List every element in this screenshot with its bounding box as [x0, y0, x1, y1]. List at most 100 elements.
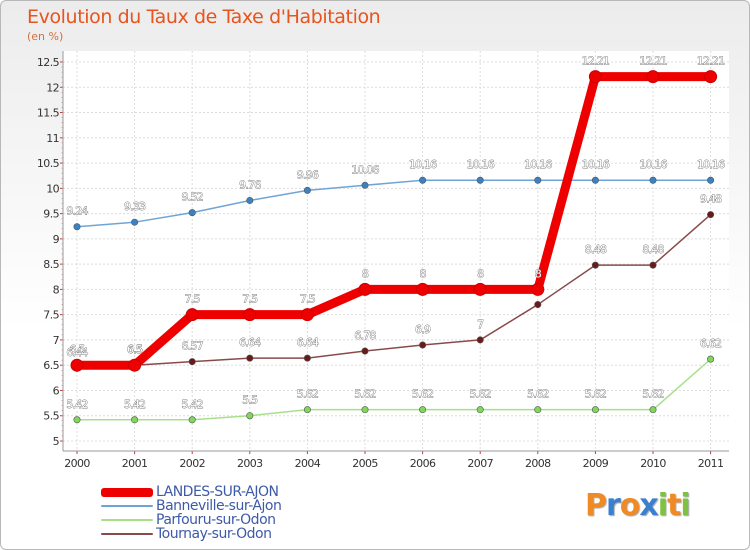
chart-title: Evolution du Taux de Taxe d'Habitation: [27, 6, 381, 28]
data-label: 9.33: [124, 200, 146, 213]
logo-letter: t: [667, 488, 681, 523]
data-point: [188, 416, 196, 424]
data-label: 9.24: [66, 205, 88, 218]
data-label: 6.5: [69, 343, 85, 356]
data-point: [361, 406, 369, 414]
y-tick-label: 6.5: [43, 359, 59, 372]
data-label: 12.21: [582, 55, 610, 68]
y-tick-label: 7: [53, 334, 60, 347]
y-tick-label: 11: [46, 132, 59, 145]
data-point: [73, 416, 81, 424]
data-point: [649, 261, 657, 269]
data-point: [534, 301, 542, 309]
legend-label: Parfouru-sur-Odon: [156, 512, 276, 528]
data-point: [246, 196, 254, 204]
data-label: 6.64: [239, 336, 261, 349]
data-label: 6.9: [415, 323, 431, 336]
data-point: [419, 406, 427, 414]
data-label: 6.5: [127, 343, 143, 356]
x-tick-label: 2005: [352, 457, 378, 470]
data-point: [246, 354, 254, 362]
y-tick-label: 11.5: [37, 107, 60, 120]
data-label: 7.5: [242, 293, 258, 306]
data-label: 5.62: [585, 388, 606, 401]
data-point: [416, 282, 430, 296]
data-point: [476, 406, 484, 414]
data-point: [246, 412, 254, 420]
data-point: [128, 358, 142, 372]
data-point: [70, 358, 84, 372]
data-label: 12.21: [639, 55, 667, 68]
data-label: 6.78: [354, 329, 376, 342]
data-point: [591, 261, 599, 269]
data-label: 5.62: [412, 388, 433, 401]
data-label: 9.48: [700, 193, 722, 206]
chart-subtitle: (en %): [27, 30, 64, 43]
data-point: [649, 176, 657, 184]
series-line: [72, 72, 716, 370]
logo-letter: x: [639, 488, 658, 523]
data-point: [188, 358, 196, 366]
data-point: [419, 176, 427, 184]
data-label: 6.5: [127, 343, 143, 356]
data-point: [707, 176, 715, 184]
y-tick-label: 5.5: [43, 410, 59, 423]
data-label: 10.16: [524, 158, 552, 171]
data-label: 5.42: [124, 398, 145, 411]
x-tick-label: 2011: [698, 457, 724, 470]
data-point: [476, 176, 484, 184]
y-tick-label: 8: [53, 283, 60, 296]
data-point: [534, 406, 542, 414]
data-point: [476, 336, 484, 344]
data-point: [591, 406, 599, 414]
data-point: [188, 209, 196, 217]
data-label: 8.48: [642, 243, 664, 256]
legend-swatch: [101, 487, 153, 497]
series-line: [76, 179, 712, 228]
x-tick-label: 2000: [64, 457, 90, 470]
logo-letter: o: [619, 488, 641, 523]
data-label: 5.5: [242, 394, 258, 407]
data-label: 10.16: [639, 158, 667, 171]
x-tick-label: 2008: [525, 457, 551, 470]
data-point: [303, 186, 311, 194]
data-point: [185, 308, 199, 322]
legend-swatch: [101, 533, 153, 535]
data-point: [303, 354, 311, 362]
data-point: [704, 70, 718, 84]
legend-label: Banneville-sur-Ajon: [156, 498, 282, 514]
y-tick-label: 5: [53, 435, 60, 448]
y-tick-label: 12: [46, 81, 59, 94]
y-tick-label: 9: [53, 233, 60, 246]
y-tick-label: 10: [46, 182, 59, 195]
data-point: [303, 406, 311, 414]
data-point: [591, 176, 599, 184]
data-label: 8: [419, 267, 426, 280]
data-label: 10.06: [351, 163, 379, 176]
data-label: 6.64: [297, 336, 319, 349]
data-point: [300, 308, 314, 322]
data-label: 6.62: [700, 337, 721, 350]
legend-label: LANDES-SUR-AJON: [156, 484, 279, 500]
data-label: 8.48: [585, 243, 607, 256]
data-point: [419, 341, 427, 349]
logo-letter: i: [680, 488, 690, 523]
data-label: 8: [535, 267, 542, 280]
data-label: 6.57: [182, 340, 204, 353]
data-point: [473, 282, 487, 296]
data-label: 8: [477, 267, 484, 280]
data-label: 8: [362, 267, 369, 280]
data-point: [707, 211, 715, 219]
series-line: [76, 213, 712, 369]
data-label: 7: [477, 318, 484, 331]
legend-swatch: [101, 519, 153, 521]
data-label: 12.21: [697, 55, 725, 68]
data-point: [243, 308, 257, 322]
y-tick-label: 12.5: [37, 56, 60, 69]
y-tick-label: 7.5: [43, 309, 59, 322]
data-label: 5.62: [527, 388, 548, 401]
y-tick-label: 10.5: [37, 157, 60, 170]
data-point: [588, 70, 602, 84]
x-tick-label: 2002: [179, 457, 205, 470]
y-tick-label: 8.5: [43, 258, 59, 271]
